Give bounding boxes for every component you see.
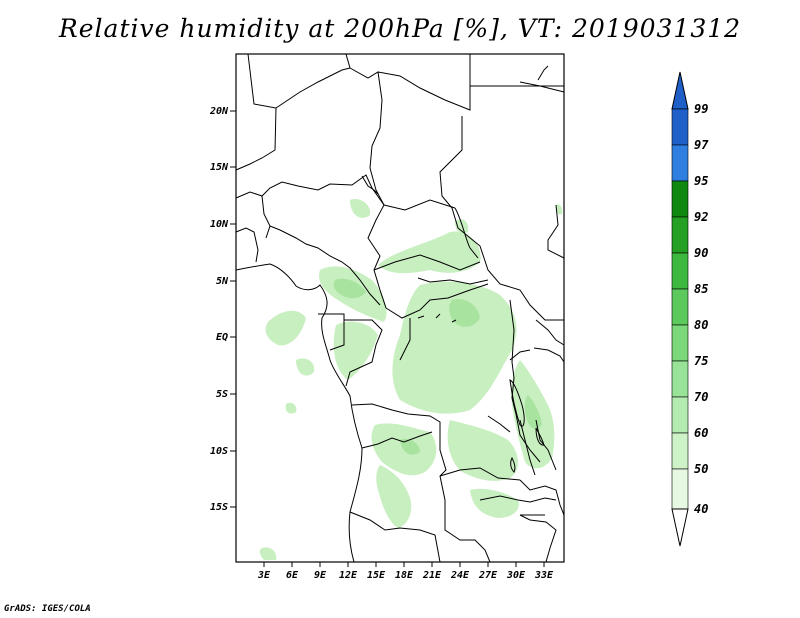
longitude-ticks: 3E 6E 9E 12E 15E 18E 21E 24E 27E 30E 33E — [257, 562, 554, 581]
lon-tick-label: 27E — [478, 570, 498, 581]
map-title: Relative humidity at 200hPa [%], VT: 201… — [58, 14, 742, 43]
colorbar-label: 50 — [694, 462, 708, 476]
colorbar-segment — [671, 360, 689, 398]
humidity-shading — [259, 199, 563, 560]
colorbar-label: 80 — [694, 318, 708, 332]
lat-tick-label: 5S — [216, 389, 228, 400]
lon-tick-label: 18E — [395, 570, 414, 581]
lon-tick-label: 15E — [367, 570, 386, 581]
colorbar-segment — [671, 396, 689, 434]
colorbar-label: 85 — [694, 282, 708, 296]
lon-tick-label: 3E — [257, 570, 271, 581]
colorbar-label: 92 — [694, 210, 708, 224]
lon-tick-label: 33E — [534, 570, 554, 581]
colorbar-segment — [671, 252, 689, 290]
colorbar-label: 70 — [694, 390, 708, 404]
lat-tick-label: 20N — [209, 106, 229, 117]
colorbar-label: 99 — [694, 102, 708, 116]
lon-tick-label: 21E — [422, 570, 442, 581]
grads-credit: GrADS: IGES/COLA — [4, 604, 91, 614]
map-frame — [235, 53, 565, 563]
lat-tick-label: 10N — [210, 219, 229, 230]
colorbar-segment — [671, 468, 689, 510]
colorbar-bottom-arrow — [671, 508, 689, 547]
lat-tick-label: 10S — [210, 446, 228, 457]
colorbar-label: 40 — [694, 502, 708, 516]
colorbar-segment — [671, 288, 689, 326]
colorbar-label: 60 — [694, 426, 708, 440]
lon-tick-label: 6E — [286, 570, 299, 581]
colorbar-label: 75 — [694, 354, 708, 368]
lon-tick-label: 24E — [450, 570, 470, 581]
colorbar-label: 97 — [694, 138, 709, 152]
lon-tick-label: 30E — [506, 570, 526, 581]
colorbar-segment — [671, 108, 689, 146]
humidity-shading-darker — [333, 278, 542, 455]
lon-tick-label: 12E — [339, 570, 358, 581]
colorbar-label: 95 — [694, 174, 708, 188]
colorbar: 99 97 95 92 90 85 80 75 70 60 50 40 — [671, 71, 709, 547]
colorbar-label: 90 — [694, 246, 708, 260]
lat-tick-label: EQ — [216, 332, 228, 343]
lon-tick-label: 9E — [314, 570, 327, 581]
latitude-ticks: 20N 15N 10N 5N EQ 5S 10S 15S — [209, 106, 236, 513]
colorbar-top-arrow — [671, 71, 689, 110]
colorbar-segment — [671, 324, 689, 362]
lat-tick-label: 5N — [216, 276, 229, 287]
colorbar-segment — [671, 180, 689, 218]
country-borders — [235, 53, 565, 563]
colorbar-segment — [671, 432, 689, 470]
colorbar-segment — [671, 144, 689, 182]
lat-tick-label: 15N — [210, 162, 229, 173]
colorbar-segment — [671, 216, 689, 254]
lat-tick-label: 15S — [210, 502, 228, 513]
